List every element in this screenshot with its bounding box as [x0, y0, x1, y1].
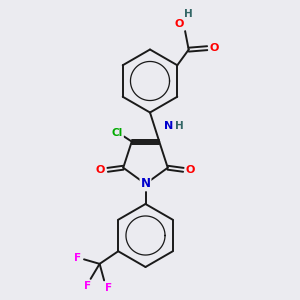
- Text: N: N: [140, 177, 151, 190]
- Text: O: O: [209, 43, 219, 53]
- Text: H: H: [175, 121, 184, 130]
- Text: O: O: [96, 165, 105, 175]
- Text: O: O: [186, 165, 195, 175]
- Text: O: O: [175, 20, 184, 29]
- Text: F: F: [84, 281, 91, 291]
- Text: N: N: [164, 121, 173, 130]
- Text: F: F: [74, 253, 82, 263]
- Text: H: H: [184, 9, 193, 19]
- Text: F: F: [105, 283, 112, 293]
- Text: Cl: Cl: [112, 128, 123, 138]
